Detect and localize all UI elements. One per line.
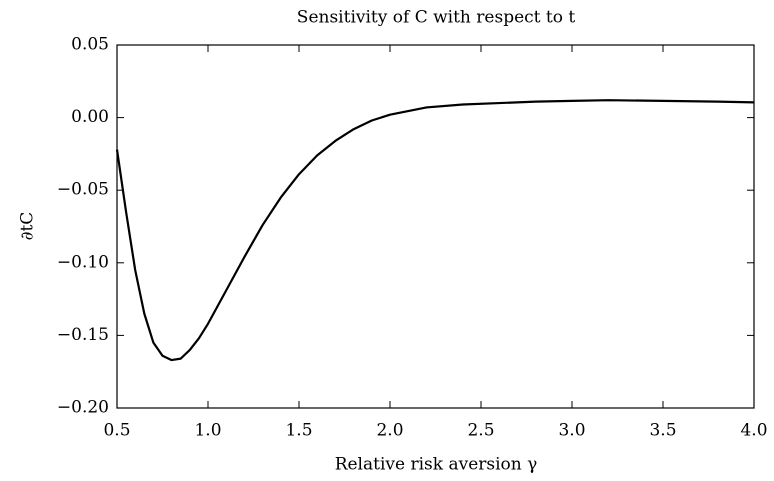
data-line — [115, 99, 755, 362]
x-tick-label: 4.0 — [740, 421, 767, 441]
y-tick-label: −0.20 — [57, 398, 109, 418]
x-tick-label: 1.0 — [194, 421, 221, 441]
y-tick-label: 0.00 — [71, 107, 109, 127]
y-axis-label: ∂tC — [18, 212, 38, 241]
x-tick-label: 1.5 — [285, 421, 312, 441]
x-tick-label: 3.0 — [558, 421, 585, 441]
y-tick-label: −0.10 — [57, 252, 109, 272]
x-tick-label: 2.0 — [376, 421, 403, 441]
x-axis-label: Relative risk aversion γ — [335, 455, 538, 475]
y-tick-label: −0.15 — [57, 325, 109, 345]
x-tick-label: 2.5 — [467, 421, 494, 441]
y-tick-label: −0.05 — [57, 180, 109, 200]
x-tick-label: 0.5 — [103, 421, 130, 441]
plot-frame — [116, 44, 755, 409]
chart-title: Sensitivity of C with respect to t — [297, 8, 576, 28]
y-tick-label: 0.05 — [71, 35, 109, 55]
x-tick-label: 3.5 — [649, 421, 676, 441]
